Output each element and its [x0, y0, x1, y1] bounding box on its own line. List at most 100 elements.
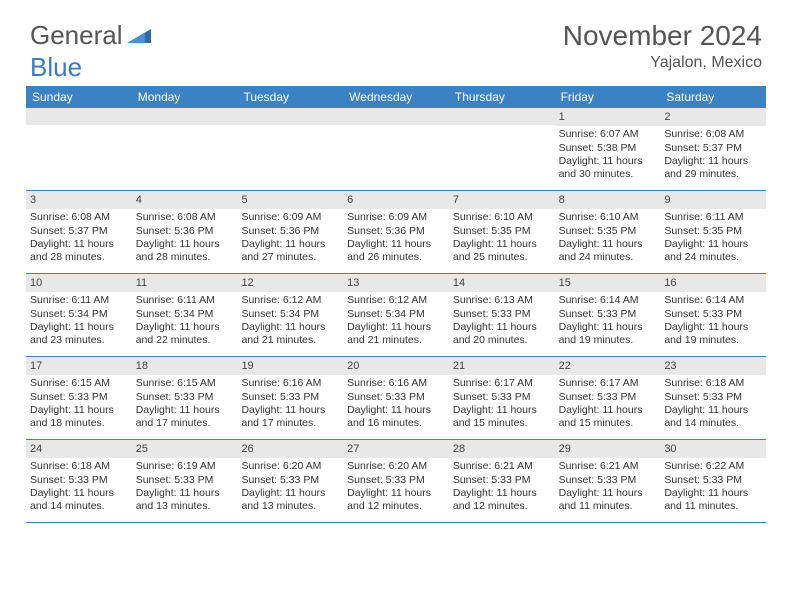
- calendar-cell: 14 Sunrise: 6:13 AMSunset: 5:33 PMDayligh…: [449, 274, 555, 356]
- logo-triangle-icon: [127, 27, 153, 45]
- day-number: 27: [343, 440, 449, 458]
- daylight-text: Daylight: 11 hours and 23 minutes.: [30, 321, 128, 348]
- calendar-cell: 11Sunrise: 6:11 AMSunset: 5:34 PMDayligh…: [132, 274, 238, 356]
- day-number: 20: [343, 357, 449, 375]
- sunrise-text: Sunrise: 6:09 AM: [241, 211, 339, 224]
- daylight-text: Daylight: 11 hours and 14 minutes.: [664, 404, 762, 431]
- daylight-text: Daylight: 11 hours and 24 minutes.: [559, 238, 657, 265]
- sunset-text: Sunset: 5:33 PM: [559, 391, 657, 404]
- day-number: 2: [660, 108, 766, 126]
- daylight-text: Daylight: 11 hours and 20 minutes.: [453, 321, 551, 348]
- daylight-text: Daylight: 11 hours and 28 minutes.: [136, 238, 234, 265]
- sunset-text: Sunset: 5:33 PM: [241, 391, 339, 404]
- day-number: 25: [132, 440, 238, 458]
- daylight-text: Daylight: 11 hours and 15 minutes.: [559, 404, 657, 431]
- calendar-cell: [449, 108, 555, 190]
- daylight-text: Daylight: 11 hours and 27 minutes.: [241, 238, 339, 265]
- daylight-text: Daylight: 11 hours and 21 minutes.: [241, 321, 339, 348]
- sunset-text: Sunset: 5:33 PM: [664, 391, 762, 404]
- calendar-cell: 27Sunrise: 6:20 AMSunset: 5:33 PMDayligh…: [343, 440, 449, 522]
- day-number: 26: [237, 440, 343, 458]
- calendar-cell: 9Sunrise: 6:11 AMSunset: 5:35 PMDaylight…: [660, 191, 766, 273]
- calendar-cell: 25Sunrise: 6:19 AMSunset: 5:33 PMDayligh…: [132, 440, 238, 522]
- week-row: 10Sunrise: 6:11 AMSunset: 5:34 PMDayligh…: [26, 273, 766, 356]
- sunrise-text: Sunrise: 6:14 AM: [664, 294, 762, 307]
- sunset-text: Sunset: 5:33 PM: [347, 474, 445, 487]
- calendar-cell: 29Sunrise: 6:21 AMSunset: 5:33 PMDayligh…: [555, 440, 661, 522]
- day-number: 4: [132, 191, 238, 209]
- day-number: 17: [26, 357, 132, 375]
- sunset-text: Sunset: 5:33 PM: [664, 308, 762, 321]
- day-number: 10: [26, 274, 132, 292]
- logo: General: [30, 20, 153, 51]
- sunrise-text: Sunrise: 6:21 AM: [559, 460, 657, 473]
- calendar-cell: [343, 108, 449, 190]
- calendar-cell: 24Sunrise: 6:18 AMSunset: 5:33 PMDayligh…: [26, 440, 132, 522]
- calendar-cell: 12Sunrise: 6:12 AMSunset: 5:34 PMDayligh…: [237, 274, 343, 356]
- sunrise-text: Sunrise: 6:13 AM: [453, 294, 551, 307]
- sunrise-text: Sunrise: 6:12 AM: [241, 294, 339, 307]
- calendar-cell: 13Sunrise: 6:12 AMSunset: 5:34 PMDayligh…: [343, 274, 449, 356]
- sunset-text: Sunset: 5:33 PM: [453, 391, 551, 404]
- calendar-cell: 22Sunrise: 6:17 AMSunset: 5:33 PMDayligh…: [555, 357, 661, 439]
- calendar-cell: [237, 108, 343, 190]
- sunset-text: Sunset: 5:37 PM: [664, 142, 762, 155]
- sunrise-text: Sunrise: 6:18 AM: [664, 377, 762, 390]
- daylight-text: Daylight: 11 hours and 29 minutes.: [664, 155, 762, 182]
- calendar-body: 1Sunrise: 6:07 AMSunset: 5:38 PMDaylight…: [26, 108, 766, 523]
- calendar-cell: 1Sunrise: 6:07 AMSunset: 5:38 PMDaylight…: [555, 108, 661, 190]
- daylight-text: Daylight: 11 hours and 14 minutes.: [30, 487, 128, 514]
- daylight-text: Daylight: 11 hours and 19 minutes.: [559, 321, 657, 348]
- sunset-text: Sunset: 5:33 PM: [559, 308, 657, 321]
- week-row: 24Sunrise: 6:18 AMSunset: 5:33 PMDayligh…: [26, 439, 766, 522]
- day-number: [343, 108, 449, 125]
- sunrise-text: Sunrise: 6:11 AM: [664, 211, 762, 224]
- day-number: 23: [660, 357, 766, 375]
- calendar-cell: 10Sunrise: 6:11 AMSunset: 5:34 PMDayligh…: [26, 274, 132, 356]
- sunset-text: Sunset: 5:33 PM: [241, 474, 339, 487]
- daylight-text: Daylight: 11 hours and 24 minutes.: [664, 238, 762, 265]
- logo-text-2: Blue: [30, 52, 82, 82]
- day-number: 24: [26, 440, 132, 458]
- day-number: [26, 108, 132, 125]
- sunset-text: Sunset: 5:33 PM: [664, 474, 762, 487]
- calendar-cell: [132, 108, 238, 190]
- day-number: 28: [449, 440, 555, 458]
- daylight-text: Daylight: 11 hours and 16 minutes.: [347, 404, 445, 431]
- logo-line2: Blue: [30, 52, 82, 83]
- daylight-text: Daylight: 11 hours and 22 minutes.: [136, 321, 234, 348]
- week-row: 3Sunrise: 6:08 AMSunset: 5:37 PMDaylight…: [26, 190, 766, 273]
- sunrise-text: Sunrise: 6:11 AM: [30, 294, 128, 307]
- day-number: 19: [237, 357, 343, 375]
- calendar-cell: 26Sunrise: 6:20 AMSunset: 5:33 PMDayligh…: [237, 440, 343, 522]
- sunrise-text: Sunrise: 6:17 AM: [453, 377, 551, 390]
- calendar-cell: 16Sunrise: 6:14 AMSunset: 5:33 PMDayligh…: [660, 274, 766, 356]
- day-number: 13: [343, 274, 449, 292]
- sunset-text: Sunset: 5:33 PM: [453, 308, 551, 321]
- sunset-text: Sunset: 5:33 PM: [136, 391, 234, 404]
- day-header: Thursday: [449, 86, 555, 108]
- daylight-text: Daylight: 11 hours and 19 minutes.: [664, 321, 762, 348]
- sunset-text: Sunset: 5:33 PM: [136, 474, 234, 487]
- day-number: 14: [449, 274, 555, 292]
- calendar-cell: 20Sunrise: 6:16 AMSunset: 5:33 PMDayligh…: [343, 357, 449, 439]
- week-row: 17Sunrise: 6:15 AMSunset: 5:33 PMDayligh…: [26, 356, 766, 439]
- sunset-text: Sunset: 5:33 PM: [347, 391, 445, 404]
- sunset-text: Sunset: 5:33 PM: [30, 474, 128, 487]
- day-number: 9: [660, 191, 766, 209]
- sunrise-text: Sunrise: 6:07 AM: [559, 128, 657, 141]
- day-number: [449, 108, 555, 125]
- sunset-text: Sunset: 5:37 PM: [30, 225, 128, 238]
- calendar-cell: 3Sunrise: 6:08 AMSunset: 5:37 PMDaylight…: [26, 191, 132, 273]
- sunset-text: Sunset: 5:35 PM: [559, 225, 657, 238]
- day-header: Saturday: [660, 86, 766, 108]
- day-number: 3: [26, 191, 132, 209]
- calendar-cell: 8Sunrise: 6:10 AMSunset: 5:35 PMDaylight…: [555, 191, 661, 273]
- sunset-text: Sunset: 5:34 PM: [136, 308, 234, 321]
- sunrise-text: Sunrise: 6:10 AM: [453, 211, 551, 224]
- day-number: 1: [555, 108, 661, 126]
- day-number: 7: [449, 191, 555, 209]
- day-number: 29: [555, 440, 661, 458]
- sunset-text: Sunset: 5:33 PM: [559, 474, 657, 487]
- calendar-cell: 4Sunrise: 6:08 AMSunset: 5:36 PMDaylight…: [132, 191, 238, 273]
